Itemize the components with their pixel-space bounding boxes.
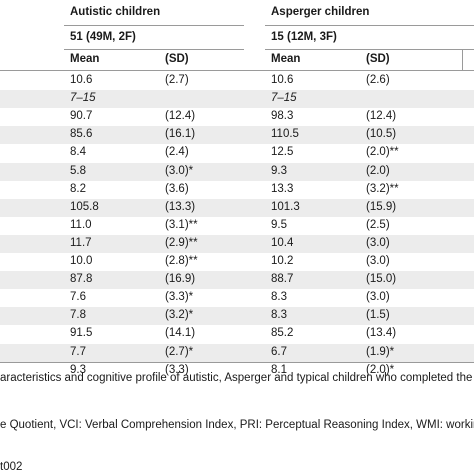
table-cell: (12.4) bbox=[366, 110, 397, 123]
table-cell: 8.3 bbox=[271, 291, 287, 304]
table-cell: 6.7 bbox=[271, 345, 287, 358]
table-cell: 9.3 bbox=[271, 164, 287, 177]
col-sd-2: (SD) bbox=[366, 53, 390, 65]
table-cell: (3.0) bbox=[366, 236, 390, 249]
row-shade bbox=[0, 162, 474, 181]
col-mean-2: Mean bbox=[271, 53, 301, 65]
row-shade bbox=[0, 126, 474, 145]
table-cell: 10.4 bbox=[271, 236, 294, 249]
table-cell: (14.1) bbox=[165, 327, 196, 340]
table-cell: 105.8 bbox=[70, 200, 99, 213]
table-cell: (3.0) bbox=[366, 255, 390, 267]
header-rule-top bbox=[64, 25, 244, 26]
table-cell: 101.3 bbox=[271, 200, 300, 213]
col-sd-1: (SD) bbox=[165, 53, 189, 65]
table-cell: 85.2 bbox=[271, 327, 294, 340]
table-cell: (3.1)** bbox=[165, 218, 198, 231]
table-cell: 110.5 bbox=[271, 128, 299, 141]
table-cell: 90.7 bbox=[70, 110, 93, 123]
table-cell: 7–15 bbox=[70, 92, 96, 105]
table-cell: (3.3)* bbox=[165, 291, 194, 304]
table-cell: (2.4) bbox=[165, 146, 189, 159]
row-shade bbox=[0, 90, 474, 109]
table-cell: 9.3 bbox=[70, 363, 86, 376]
table-cell: (3.2)* bbox=[165, 309, 194, 322]
table-footnote: e Quotient, VCI: Verbal Comprehension In… bbox=[0, 419, 474, 431]
table-rule-bottom bbox=[0, 362, 474, 363]
table-cell: 91.5 bbox=[70, 327, 93, 340]
col-mean-1: Mean bbox=[70, 53, 100, 65]
table-cell: 8.2 bbox=[70, 182, 86, 195]
group-1-title: Autistic children bbox=[70, 6, 161, 18]
table-cell: (13.4) bbox=[366, 327, 397, 340]
table-cell: 88.7 bbox=[271, 273, 294, 286]
row-shade bbox=[0, 307, 474, 326]
table-cell: (2.7)* bbox=[165, 345, 194, 358]
group-2-title: Asperger children bbox=[271, 6, 370, 18]
table-cell: 13.3 bbox=[271, 182, 294, 195]
group-2-sample: 15 (12M, 3F) bbox=[271, 31, 337, 43]
table-cell: 9.5 bbox=[271, 218, 287, 231]
table-cell: 98.3 bbox=[271, 110, 294, 123]
table-caption: aracteristics and cognitive profile of a… bbox=[0, 372, 474, 384]
row-shade bbox=[0, 343, 474, 362]
table-cell: 7.6 bbox=[70, 291, 86, 304]
table-cell: 12.5 bbox=[271, 146, 294, 159]
row-shade bbox=[0, 198, 474, 217]
table-cell: (1.9)* bbox=[366, 345, 395, 358]
table-cell: (3.0) bbox=[366, 291, 390, 304]
table-cell: (16.9) bbox=[165, 273, 196, 286]
table-cell: (3.3) bbox=[165, 363, 189, 376]
row-shade bbox=[0, 234, 474, 253]
table-cell: (3.6) bbox=[165, 182, 189, 195]
table-cell: (2.0)** bbox=[366, 146, 399, 159]
table-cell: 10.2 bbox=[271, 255, 294, 267]
table-cell: (12.4) bbox=[165, 110, 196, 123]
table-cell: 87.8 bbox=[70, 273, 93, 286]
table-cell: (13.3) bbox=[165, 200, 196, 213]
table-cell: (3.0)* bbox=[165, 164, 194, 177]
table-cell: 8.3 bbox=[271, 309, 287, 322]
table-cell: (15.9) bbox=[366, 200, 397, 213]
header-rule-top-2 bbox=[265, 25, 474, 26]
table-cell: (2.0) bbox=[366, 164, 390, 177]
table-cell: (16.1) bbox=[165, 128, 196, 141]
table-cell: 11.7 bbox=[70, 236, 92, 249]
table-cell: 7–15 bbox=[271, 92, 297, 105]
table-cell: (3.2)** bbox=[366, 182, 399, 195]
header-rule-mid bbox=[64, 49, 244, 50]
header-rule-mid-2 bbox=[265, 49, 474, 50]
right-edge-rule bbox=[462, 50, 463, 70]
table-cell: 10.0 bbox=[70, 255, 93, 267]
table-cell: 11.0 bbox=[70, 218, 92, 231]
table-id: t002 bbox=[0, 461, 23, 473]
table-cell: 10.6 bbox=[271, 74, 294, 86]
table-cell: (1.5) bbox=[366, 309, 390, 322]
table-cell: (15.0) bbox=[366, 273, 397, 286]
table-cell: 85.6 bbox=[70, 128, 93, 141]
header-rule-bottom bbox=[0, 70, 474, 71]
table-cell: (2.0)* bbox=[366, 363, 395, 376]
table-cell: (2.7) bbox=[165, 74, 189, 86]
row-shade bbox=[0, 271, 474, 290]
table-cell: 7.7 bbox=[70, 345, 86, 358]
table-cell: (2.6) bbox=[366, 74, 390, 86]
table-cell: 8.4 bbox=[70, 146, 86, 159]
table-cell: 10.6 bbox=[70, 74, 93, 86]
table-cell: 7.8 bbox=[70, 309, 86, 322]
table-cell: (2.5) bbox=[366, 218, 390, 231]
table-cell: (2.9)** bbox=[165, 236, 198, 249]
table-cell: 5.8 bbox=[70, 164, 86, 177]
group-1-sample: 51 (49M, 2F) bbox=[70, 31, 136, 43]
table-cell: (2.8)** bbox=[165, 255, 198, 267]
table-cell: (10.5) bbox=[366, 128, 397, 141]
table-cell: 8.1 bbox=[271, 363, 287, 376]
